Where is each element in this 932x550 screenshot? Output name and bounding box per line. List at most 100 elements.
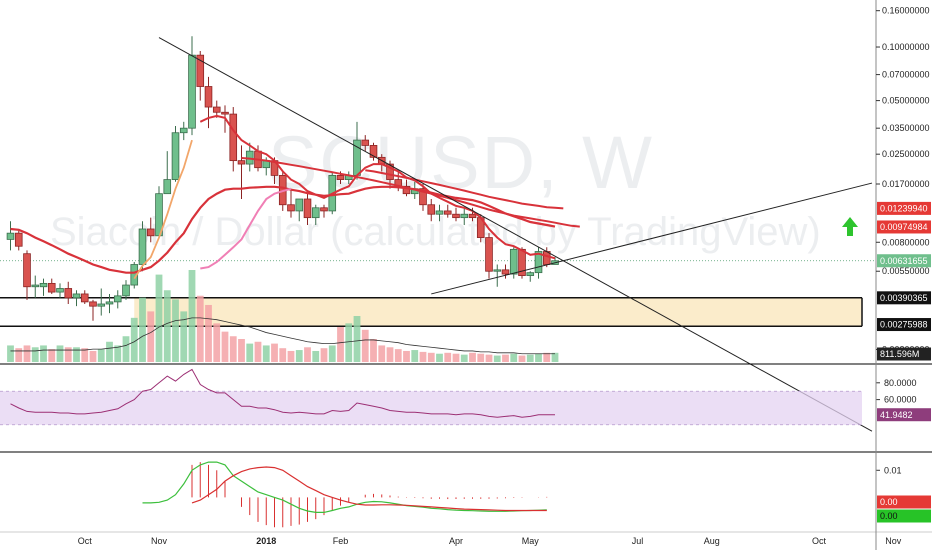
volume-bar <box>394 349 402 362</box>
signal-line <box>191 466 547 512</box>
candles <box>6 36 559 321</box>
signal-tag: 0.00 <box>877 495 931 509</box>
price-tag-box <box>877 201 931 215</box>
volume-bar <box>353 316 361 362</box>
volume-bar <box>304 347 311 362</box>
volume-bar <box>238 339 245 362</box>
y-tick-label: 0.10000000 <box>882 42 930 52</box>
volume-bar <box>172 299 179 362</box>
rsi-line <box>10 368 555 418</box>
price-tag: 0.00631655 <box>877 254 931 268</box>
volume-bar <box>279 348 287 362</box>
x-tick-label: 2018 <box>256 536 276 546</box>
volume-bar <box>139 297 146 362</box>
volume-pane <box>7 270 559 362</box>
price-tag-label: 0.01239940 <box>880 204 928 214</box>
volume-bar <box>502 354 509 362</box>
price-tag-box <box>877 254 931 268</box>
volume-bar <box>460 354 468 362</box>
candle-down <box>204 86 213 108</box>
volume-bar <box>89 350 97 362</box>
volume-bar <box>221 331 229 362</box>
candle-down <box>212 106 221 113</box>
volume-bar <box>526 354 534 362</box>
candle-up <box>179 127 188 134</box>
candle-down <box>501 269 510 275</box>
candle-down <box>229 113 238 162</box>
volume-bar <box>271 343 278 362</box>
volume-bar <box>386 347 394 362</box>
volume-bar <box>444 352 452 362</box>
candle-down <box>361 139 370 146</box>
moving-averages <box>10 114 580 280</box>
y-tick-label: 0.00550000 <box>882 266 930 276</box>
volume-bar <box>229 336 237 362</box>
up-arrow-icon <box>842 217 858 236</box>
volume-bar <box>23 345 31 362</box>
price-tag-box <box>877 509 931 523</box>
ema-mid-line <box>365 169 564 210</box>
rsi-tick-label: 80.0000 <box>884 378 917 388</box>
rsi-pane: 80.0000 60.0000 <box>0 368 917 426</box>
volume-bar <box>551 352 559 362</box>
price-tag-label: 811.596M <box>880 349 919 359</box>
candle-down <box>287 204 295 212</box>
candle-down <box>320 207 328 212</box>
candle-down <box>369 145 378 158</box>
x-tick-label: Apr <box>449 536 463 546</box>
candle-down <box>452 213 460 219</box>
ema-pink-line <box>200 187 292 270</box>
volume-bar <box>436 353 443 362</box>
candle-down <box>196 54 205 87</box>
x-tick-label: Nov <box>151 536 168 546</box>
volume-bar <box>403 350 410 362</box>
volume-bar <box>337 327 344 362</box>
trendline-lower <box>431 182 873 295</box>
price-tag-label: 0.00 <box>880 511 898 521</box>
y-tick-label: 0.00800000 <box>882 237 930 247</box>
candle-up <box>171 132 180 180</box>
volume-bar <box>493 355 501 362</box>
macd-tick-label: 0.01 <box>884 465 902 475</box>
trendlines <box>158 37 873 432</box>
volume-bar <box>427 352 435 362</box>
price-tag-label: 0.00275988 <box>880 320 928 330</box>
candle-down <box>89 301 97 307</box>
x-tick-label: Feb <box>333 536 349 546</box>
candle-up <box>122 284 130 297</box>
volume-tag: 811.596M <box>877 347 931 361</box>
volume-bar <box>287 350 295 362</box>
volume-ma-line <box>10 317 555 355</box>
volume-bar <box>64 347 72 362</box>
ema-long-line <box>241 157 580 228</box>
y-tick-label: 0.02500000 <box>882 149 930 159</box>
volume-bar <box>73 347 80 362</box>
volume-bar <box>378 345 386 362</box>
volume-bar <box>518 355 526 362</box>
volume-bar <box>345 323 353 362</box>
rsi-tick-label: 60.0000 <box>884 395 917 405</box>
volume-bar <box>81 348 89 362</box>
price-tags: 0.01239940 0.00974984 0.00631655 0.00390365… <box>877 201 931 523</box>
volume-bar <box>97 349 105 362</box>
volume-bar <box>188 270 196 362</box>
price-tag-box <box>877 318 931 332</box>
volume-bar <box>361 329 369 362</box>
candle-down <box>47 282 56 293</box>
volume-bar <box>370 339 377 362</box>
price-tag-label: 41.9482 <box>880 410 913 420</box>
volume-bar <box>114 345 122 362</box>
volume-bar <box>246 343 254 362</box>
candle-up <box>56 288 64 293</box>
candle-up <box>39 282 48 288</box>
volume-bar <box>31 347 39 362</box>
volume-bar <box>56 345 64 362</box>
candle-down <box>237 160 246 165</box>
candle-up <box>493 269 502 272</box>
volume-bar <box>196 295 204 362</box>
price-tag-label: 0.00631655 <box>880 256 928 266</box>
price-tag-box <box>877 291 931 305</box>
trendline-upper <box>158 37 873 432</box>
volume-bar <box>254 341 262 362</box>
volume-bar <box>485 354 493 362</box>
